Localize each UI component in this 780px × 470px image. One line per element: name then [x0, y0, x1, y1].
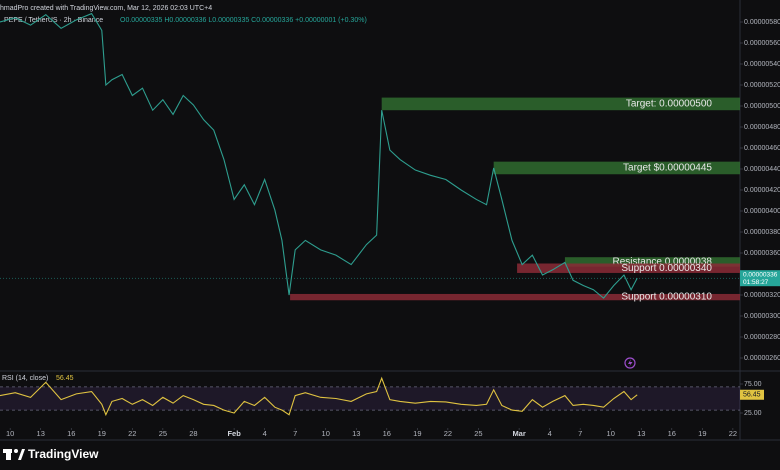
- zone: [564, 257, 740, 267]
- y-tick-label: 0.00000300: [744, 313, 780, 320]
- y-tick-label: 75.00: [744, 381, 762, 388]
- y-tick-label: 0.00000560: [744, 40, 780, 47]
- indicator-tag: [740, 389, 764, 400]
- x-tick-label: 22: [128, 429, 136, 438]
- indicator-name: RSI (14, close): [2, 375, 48, 382]
- x-tick-label: 16: [67, 429, 75, 438]
- x-tick-label: 28: [189, 429, 197, 438]
- x-tick-label: 25: [159, 429, 167, 438]
- zone-label: Target $0.00000445: [623, 163, 712, 174]
- y-tick-label: 0.00000460: [744, 145, 780, 152]
- y-tick-label: 0.00000500: [744, 103, 780, 110]
- x-tick-label: 16: [668, 429, 676, 438]
- series-line: [0, 12, 638, 299]
- y-tick-label: 0.00000380: [744, 229, 780, 236]
- y-tick-label: 0.00000480: [744, 124, 780, 131]
- x-tick-label: 7: [293, 429, 297, 438]
- x-tick-label: 13: [37, 429, 45, 438]
- indicator-tag-label: 56.45: [743, 392, 761, 399]
- x-tick-label: 25: [474, 429, 482, 438]
- x-tick-label: 7: [578, 429, 582, 438]
- zone: [517, 263, 740, 273]
- y-tick-label: 0.00000440: [744, 166, 780, 173]
- x-tick-label: 4: [548, 429, 552, 438]
- x-tick-label: Feb: [227, 429, 241, 438]
- zone-label: Target: 0.00000500: [626, 99, 713, 110]
- logo: [3, 449, 25, 460]
- x-tick-label: 19: [98, 429, 106, 438]
- series-line: [0, 376, 638, 417]
- zone-label: Support 0.00000340: [621, 263, 712, 274]
- y-tick-label: 0.00000400: [744, 208, 780, 215]
- x-tick-label: 10: [607, 429, 615, 438]
- y-tick-label: 25.00: [744, 410, 762, 417]
- y-tick-label: 0.00000420: [744, 187, 780, 194]
- zone: [381, 97, 740, 111]
- x-tick-label: 13: [637, 429, 645, 438]
- x-tick-label: 19: [413, 429, 421, 438]
- y-tick-label: 0.00000260: [744, 355, 780, 362]
- last-price-tag: [740, 270, 780, 287]
- zone: [290, 293, 740, 301]
- x-tick-label: 4: [263, 429, 267, 438]
- x-tick-label: 19: [698, 429, 706, 438]
- x-tick-label: 16: [383, 429, 391, 438]
- symbol: PEPE / TetherUS · 2h · Binance: [4, 17, 103, 24]
- zone-label: Support 0.00000310: [621, 292, 712, 303]
- y-tick-label: 0.00000540: [744, 61, 780, 68]
- ohlc: O0.00000335 H0.00000336 L0.00000335 C0.0…: [120, 17, 367, 24]
- indicator-value: 56.45: [56, 375, 74, 382]
- brand: TradingView: [28, 447, 99, 461]
- x-tick-label: 22: [729, 429, 737, 438]
- rsi-band: [0, 386, 740, 411]
- y-tick-label: 0.00000320: [744, 292, 780, 299]
- y-tick-label: 0.00000360: [744, 250, 780, 257]
- zone-label: Resistance 0.0000038: [612, 257, 712, 268]
- credit: hmadPro created with TradingView.com, Ma…: [0, 5, 212, 12]
- event-icon: [624, 357, 636, 369]
- y-tick-label: 0.00000580: [744, 19, 780, 26]
- zone: [493, 161, 740, 175]
- y-tick-label: 0.00000520: [744, 82, 780, 89]
- x-tick-label: 10: [6, 429, 14, 438]
- x-tick-label: Mar: [512, 429, 525, 438]
- x-tick-label: 10: [322, 429, 330, 438]
- x-tick-label: 13: [352, 429, 360, 438]
- x-tick-label: 22: [444, 429, 452, 438]
- last-price-label: 0.00000336: [743, 271, 778, 278]
- y-tick-label: 0.00000280: [744, 334, 780, 341]
- countdown: 01:58:27: [743, 279, 769, 286]
